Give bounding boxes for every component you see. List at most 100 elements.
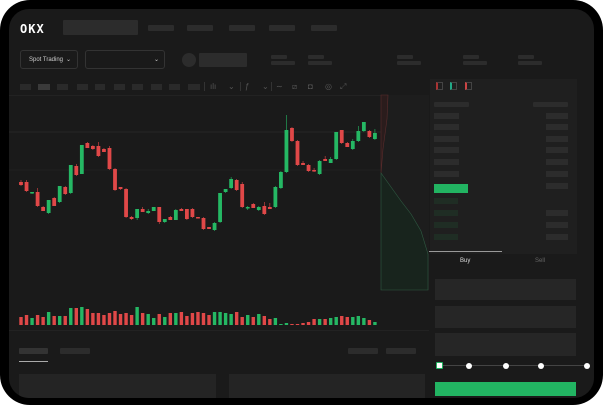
ask-row-price[interactable]	[434, 136, 459, 142]
timeframe-button[interactable]	[95, 84, 105, 90]
candle-body	[290, 128, 294, 141]
candle-body	[79, 145, 84, 174]
slider-mark-50[interactable]	[503, 363, 509, 369]
fullscreen-icon[interactable]: ⤢	[340, 82, 347, 91]
bid-row-amount[interactable]	[546, 234, 568, 240]
ask-row-price[interactable]	[434, 147, 459, 153]
orderbook-bids-icon[interactable]	[450, 82, 457, 90]
volume-bar	[107, 313, 112, 325]
volume-bar	[113, 311, 117, 325]
tab-sell[interactable]: Sell	[535, 258, 546, 264]
bid-row-price[interactable]	[434, 198, 458, 204]
volume-bar	[295, 324, 300, 325]
volume-bar	[273, 318, 278, 325]
candle-body	[19, 182, 23, 185]
timeframe-button[interactable]	[169, 84, 180, 90]
slider-handle[interactable]	[436, 362, 443, 369]
stat-label	[308, 55, 324, 59]
nav-item[interactable]	[187, 25, 213, 31]
camera-icon[interactable]: ◘	[308, 82, 313, 91]
timeframe-button[interactable]	[151, 84, 162, 90]
ask-row-price[interactable]	[434, 159, 459, 165]
slider-mark-100[interactable]	[584, 363, 590, 369]
ask-row-price[interactable]	[434, 171, 459, 177]
stat-label	[518, 55, 534, 59]
stat-label	[397, 55, 413, 59]
amount-input[interactable]	[435, 306, 576, 328]
nav-item[interactable]	[229, 25, 255, 31]
ask-row-amount[interactable]	[546, 124, 568, 130]
slider-mark-75[interactable]	[538, 363, 544, 369]
orderbook-both-icon[interactable]	[436, 82, 443, 90]
candle-body	[151, 207, 156, 211]
candle-body	[102, 149, 106, 152]
ask-row-price[interactable]	[434, 124, 459, 130]
volume-bar	[323, 319, 327, 325]
timeframe-button[interactable]	[77, 84, 88, 90]
stat-value	[271, 61, 295, 65]
ask-row-amount[interactable]	[546, 147, 568, 153]
ruler-icon[interactable]: ⧄	[292, 82, 298, 91]
buy-button[interactable]	[435, 382, 576, 396]
tab-buy[interactable]: Buy	[460, 258, 471, 264]
timeframe-button[interactable]	[57, 84, 68, 90]
pair-dropdown[interactable]: ⌄	[85, 50, 165, 69]
bid-row-amount[interactable]	[546, 210, 568, 216]
wave-icon[interactable]: ∼	[276, 82, 283, 91]
candle-body	[245, 207, 250, 209]
ask-row-amount[interactable]	[546, 171, 568, 177]
tab-open-orders[interactable]	[19, 348, 48, 354]
orderbook-asks-icon[interactable]	[465, 82, 472, 90]
ask-row-price[interactable]	[434, 113, 459, 119]
market-dropdown-label: Spot Trading	[29, 56, 64, 63]
candlestick-chart[interactable]	[9, 9, 429, 339]
amount-slider[interactable]	[439, 365, 587, 366]
divider	[271, 82, 272, 91]
indicator-icon[interactable]: ƒ	[245, 82, 250, 91]
volume-bar	[356, 316, 361, 325]
timeframe-button[interactable]	[20, 84, 31, 90]
search-placeholder[interactable]	[63, 20, 138, 35]
nav-item[interactable]	[269, 25, 295, 31]
candle-body	[273, 187, 278, 207]
app-screen: OKX Spot Trading ⌄ ⌄ ılı ⌄ ƒ ⌄ ∼ ⧄ ◘ ◎ ⤢	[9, 9, 594, 398]
filter-button[interactable]	[386, 348, 416, 354]
nav-item[interactable]	[148, 25, 174, 31]
timeframe-button[interactable]	[114, 84, 125, 90]
bid-row-amount[interactable]	[546, 222, 568, 228]
candle-body	[279, 172, 283, 188]
bid-row-price[interactable]	[434, 234, 458, 240]
volume-bar	[185, 316, 189, 325]
total-input[interactable]	[435, 333, 576, 356]
candle-body	[30, 192, 34, 194]
ask-row-amount[interactable]	[546, 183, 568, 189]
filter-button[interactable]	[348, 348, 378, 354]
chart-type-icon[interactable]: ılı	[210, 82, 217, 91]
market-dropdown[interactable]: Spot Trading ⌄	[20, 50, 78, 69]
candle-body	[284, 130, 289, 172]
timeframe-button[interactable]	[132, 84, 143, 90]
bid-row-price[interactable]	[434, 210, 458, 216]
timeframe-button[interactable]	[188, 84, 200, 90]
ask-row-amount[interactable]	[546, 136, 568, 142]
slider-mark-25[interactable]	[466, 363, 472, 369]
price-input[interactable]	[435, 279, 576, 300]
settings-icon[interactable]: ◎	[325, 82, 332, 91]
candle-body	[262, 206, 267, 214]
volume-bar	[30, 318, 34, 325]
volume-bar	[306, 322, 311, 325]
chevron-down-icon[interactable]: ⌄	[262, 82, 269, 91]
bid-row-price[interactable]	[434, 222, 458, 228]
volume-bar	[373, 322, 377, 325]
candle-body	[229, 179, 234, 188]
chevron-down-icon[interactable]: ⌄	[228, 82, 235, 91]
ask-row-amount[interactable]	[546, 159, 568, 165]
timeframe-button-active[interactable]	[38, 84, 50, 90]
candle-body	[129, 217, 134, 219]
volume-bar	[240, 317, 244, 325]
nav-item[interactable]	[311, 25, 337, 31]
ask-row-amount[interactable]	[546, 113, 568, 119]
volume-bar	[19, 317, 23, 325]
volume-bar	[24, 315, 29, 325]
tab-order-history[interactable]	[60, 348, 90, 354]
